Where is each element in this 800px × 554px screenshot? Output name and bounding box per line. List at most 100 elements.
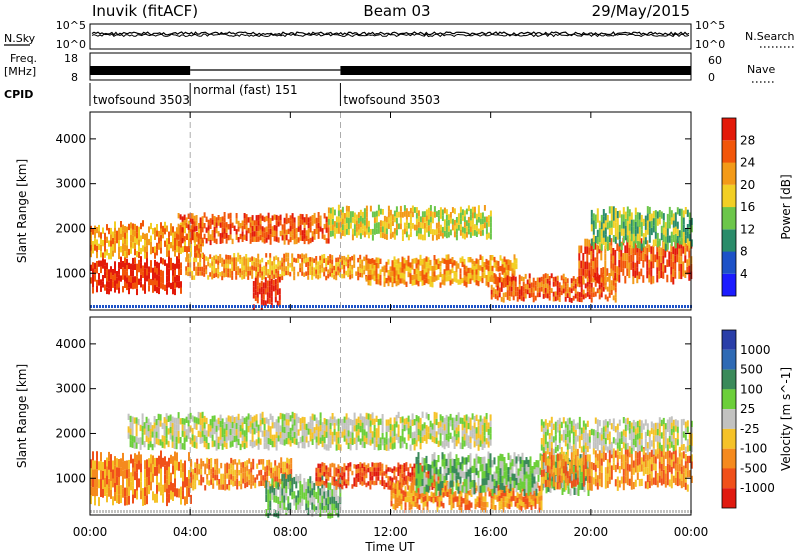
data-cell [166,461,168,471]
colorbar-tick-label: 4 [740,267,748,281]
data-cell [130,472,132,482]
data-cell [654,231,657,239]
data-cell [411,413,414,420]
data-cell [345,270,348,276]
data-cell [192,469,195,475]
data-cell [213,269,216,274]
data-cell [140,281,142,288]
data-cell [266,460,269,466]
data-cell [349,466,352,472]
data-cell [453,423,456,431]
data-cell [373,437,376,444]
data-cell [257,262,260,268]
data-cell [243,430,246,437]
data-cell [518,499,521,505]
data-cell [558,297,561,302]
data-cell [319,437,322,444]
data-cell [134,230,136,237]
data-cell [104,284,106,291]
data-cell [435,211,438,217]
ground-scatter-cell [441,305,443,308]
data-cell [498,287,501,293]
data-cell [508,276,511,282]
data-cell [371,228,374,235]
ground-scatter-cell [129,305,131,308]
data-cell [463,216,466,222]
data-cell [271,274,274,280]
data-cell [329,482,332,490]
data-cell [145,423,148,430]
data-cell [487,480,490,488]
data-cell [431,454,434,462]
data-cell [341,212,344,219]
data-cell [526,284,529,290]
data-cell [351,484,354,489]
data-cell [391,424,394,431]
data-cell [92,487,94,497]
data-cell [632,246,635,254]
data-cell [680,223,683,231]
data-cell [150,222,152,230]
data-cell [337,261,340,267]
data-cell [243,436,246,443]
data-cell [463,440,466,447]
data-cell [180,287,182,294]
data-cell [134,489,136,499]
data-cell [578,260,581,269]
data-cell [333,209,336,216]
data-cell [263,216,266,223]
data-cell [399,468,402,474]
data-cell [447,482,450,490]
data-cell [232,475,235,482]
data-cell [401,473,404,479]
data-cell [628,262,631,271]
data-cell [276,476,279,482]
data-cell [203,263,206,268]
data-cell [193,231,196,238]
data-cell [533,462,536,470]
ground-scatter-cell [408,305,410,308]
data-cell [209,425,212,432]
data-cell [375,268,378,274]
data-cell [273,225,276,231]
data-cell [463,471,466,479]
data-cell [405,260,408,266]
data-cell [648,244,651,253]
data-cell [447,429,450,436]
data-cell [401,211,404,218]
data-cell [291,266,294,272]
data-cell [648,274,651,283]
data-cell [634,214,637,222]
data-cell [401,256,404,262]
data-cell [381,432,384,440]
data-cell [515,258,518,264]
data-cell [120,467,122,477]
data-cell [424,501,427,507]
data-cell [225,436,228,443]
data-cell [438,496,441,503]
data-cell [467,228,470,235]
data-cell [387,425,390,432]
data-cell [259,268,262,274]
data-cell [421,223,424,229]
data-cell [217,269,220,274]
data-cell [475,274,478,280]
data-cell [554,296,557,302]
data-cell [179,235,182,242]
data-cell [174,263,176,270]
data-cell [247,257,250,262]
data-cell [345,425,348,433]
data-cell [530,282,533,288]
data-cell [168,457,170,467]
data-cell [516,502,519,509]
data-cell [363,219,366,226]
data-cell [385,425,388,432]
data-cell [441,441,444,448]
data-cell [406,491,409,497]
data-cell [395,264,398,271]
data-cell [355,418,358,425]
data-cell [258,480,261,487]
data-cell [157,420,160,427]
data-cell [327,431,330,439]
